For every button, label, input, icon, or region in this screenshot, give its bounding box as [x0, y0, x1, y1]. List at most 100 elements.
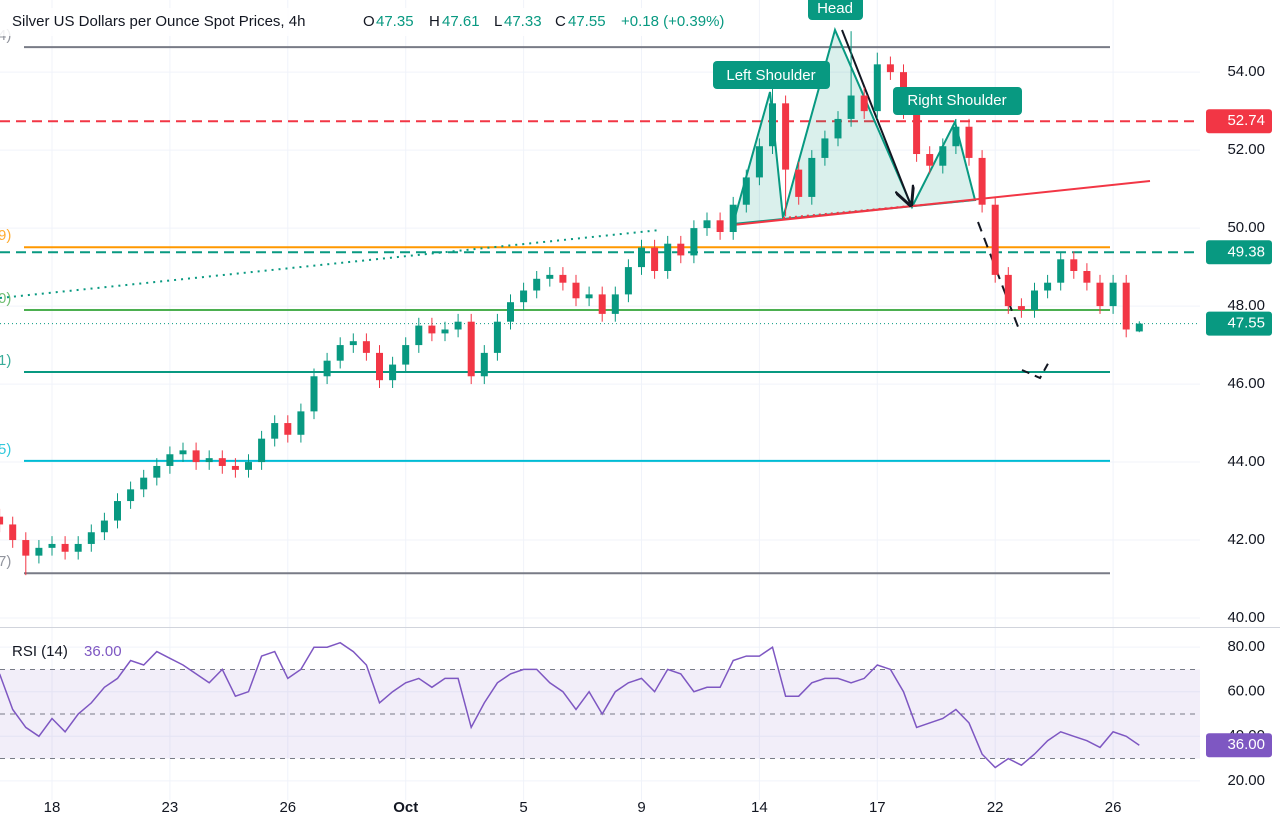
candle-body	[192, 450, 200, 463]
candle-body	[782, 103, 790, 170]
price-tag	[1206, 311, 1272, 336]
annotation: Right Shoulder	[907, 92, 1006, 109]
candle-body	[284, 423, 292, 435]
candle-body	[978, 157, 986, 205]
candle-body	[873, 64, 881, 112]
candle-body	[179, 450, 187, 455]
candle-body	[598, 294, 606, 314]
candle-body	[218, 458, 226, 466]
candle-body	[1083, 270, 1091, 283]
candle-body	[428, 325, 436, 334]
y-tick-label: 54.00	[1227, 63, 1265, 80]
candle-body	[9, 524, 17, 541]
x-tick-label: 9	[637, 799, 645, 816]
ohlc-key: C	[555, 13, 566, 30]
x-tick-label: 14	[751, 799, 768, 816]
candle-body	[926, 154, 934, 166]
candle-body	[87, 532, 95, 544]
candle-body	[480, 352, 488, 377]
candle-body	[507, 302, 514, 322]
candle-body	[467, 321, 475, 377]
price-tag	[1206, 240, 1272, 265]
candle-body	[559, 274, 567, 283]
candle-body	[795, 169, 803, 197]
rsi-current: 36.00	[84, 643, 122, 660]
candle-body	[297, 411, 305, 435]
candle-body	[1031, 290, 1038, 310]
ohlc-key: L	[494, 13, 502, 30]
candle-body	[1004, 274, 1012, 307]
candle-body	[153, 465, 161, 478]
candle-body	[1122, 282, 1130, 330]
y-tick-label: 42.00	[1227, 531, 1265, 548]
ohlc-key: H	[429, 13, 440, 30]
title: Silver US Dollars per Ounce Spot Prices,…	[12, 13, 305, 30]
rsi-line	[0, 641, 1140, 769]
candle-body	[349, 341, 357, 346]
candle-body	[624, 267, 632, 295]
candle-body	[127, 489, 135, 502]
neckline	[732, 180, 1151, 226]
annotation-box	[808, 0, 863, 20]
price-tag-label: 47.55	[1227, 315, 1265, 332]
price-tag-label: 49.38	[1227, 243, 1265, 260]
rsi-tag-label: 36.00	[1227, 736, 1265, 753]
change: +0.18 (+0.39%)	[621, 13, 724, 30]
level-label: 1)	[0, 352, 11, 369]
trend-dotted	[0, 229, 661, 299]
level-label: 7)	[0, 553, 11, 570]
candle-body	[389, 364, 397, 381]
candle-body	[100, 520, 108, 533]
x-tick-label: 22	[987, 799, 1004, 816]
candle-body	[677, 243, 685, 256]
candle-body	[402, 345, 410, 365]
candle-body	[546, 274, 554, 279]
candle-body	[913, 111, 921, 155]
candle-body	[1044, 282, 1052, 291]
x-tick-label: 17	[869, 799, 886, 816]
projection	[977, 221, 1021, 333]
candle-body	[520, 290, 528, 303]
y-tick-label: 40.00	[1227, 609, 1265, 626]
y-tick-label: 44.00	[1227, 453, 1265, 470]
ohlc-key: O	[363, 13, 375, 30]
levels: 4)9)0)1)5)7)	[0, 27, 1200, 575]
candle-body	[258, 438, 266, 463]
candle-body	[886, 64, 894, 73]
candle-body	[205, 458, 213, 463]
candles	[0, 31, 1143, 576]
candle-body	[1135, 323, 1143, 332]
level-label: 9)	[0, 227, 11, 244]
candle-body	[939, 146, 947, 166]
candle-body	[1057, 259, 1065, 283]
candle-body	[533, 278, 541, 291]
annotation: Left Shoulder	[726, 67, 815, 84]
candle-body	[114, 501, 121, 521]
annotation: Head	[817, 0, 853, 17]
arrow	[841, 29, 910, 203]
candle-body	[991, 204, 999, 275]
rsi-panel	[0, 641, 1200, 769]
candle-body	[847, 95, 855, 119]
y-tick-label: 48.00	[1227, 297, 1265, 314]
annotations: Left Shoulder Head Right Shoulder	[713, 0, 1022, 115]
rsi-tag	[1206, 733, 1272, 758]
rsi-tick-label: 80.00	[1227, 638, 1265, 655]
candle-body	[271, 423, 279, 439]
neck-dotted	[782, 199, 976, 219]
header: Silver US Dollars per Ounce Spot Prices,…	[0, 8, 750, 660]
candle-body	[755, 146, 763, 178]
candle-body	[742, 177, 750, 205]
candle-body	[585, 294, 593, 299]
x-tick-label: 5	[519, 799, 527, 816]
candle-body	[336, 345, 344, 361]
rsi-title: RSI (14)	[12, 643, 68, 660]
candle-body	[245, 462, 252, 470]
pattern-drawing	[0, 27, 1151, 380]
candle-body	[716, 220, 724, 233]
header-bg	[0, 8, 750, 36]
candle-body	[703, 220, 711, 229]
level-label: 0)	[0, 290, 11, 307]
